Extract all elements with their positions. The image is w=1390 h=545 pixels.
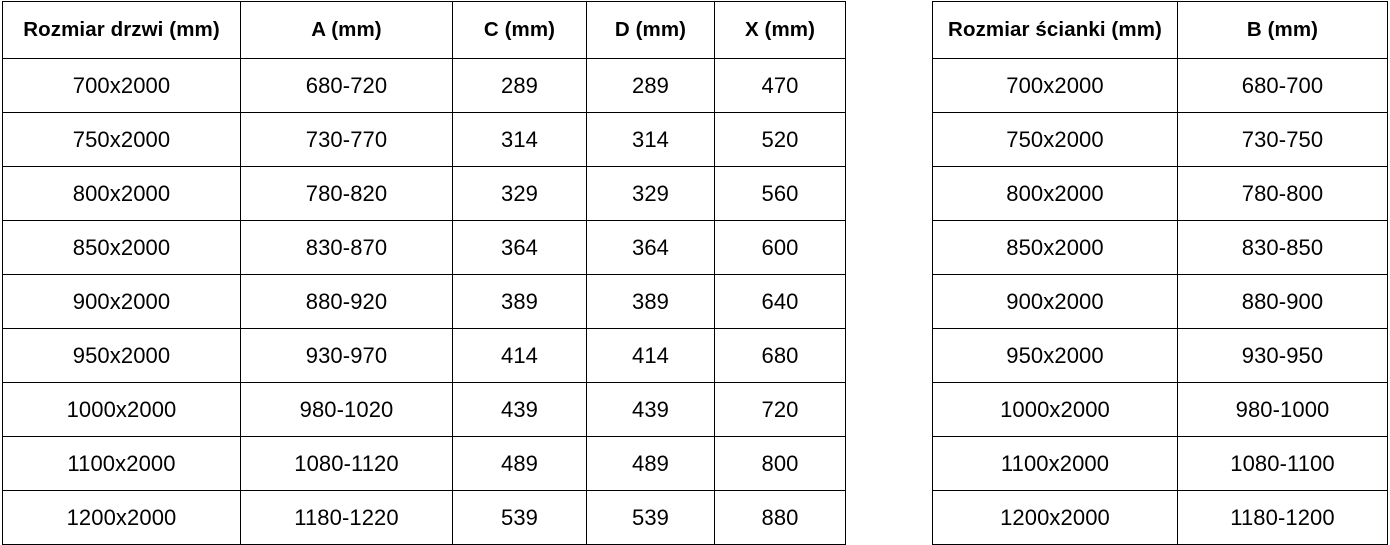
cell-b: 880-900 [1177, 274, 1388, 329]
cell-wall-size: 1100x2000 [932, 436, 1178, 491]
cell-c: 414 [452, 328, 587, 383]
cell-door-size: 1100x2000 [2, 436, 241, 491]
cell-d: 439 [586, 382, 715, 437]
wall-size-table-head: Rozmiar ścianki (mm) B (mm) [932, 1, 1388, 59]
cell-wall-size: 800x2000 [932, 166, 1178, 221]
cell-wall-size: 850x2000 [932, 220, 1178, 275]
cell-x: 600 [714, 220, 846, 275]
table-row: 750x2000 730-750 [932, 112, 1388, 167]
cell-a: 930-970 [240, 328, 453, 383]
cell-a: 1080-1120 [240, 436, 453, 491]
cell-c: 539 [452, 490, 587, 545]
cell-a: 680-720 [240, 58, 453, 113]
cell-wall-size: 950x2000 [932, 328, 1178, 383]
table-row: 700x2000 680-700 [932, 58, 1388, 113]
cell-b: 730-750 [1177, 112, 1388, 167]
table-row: 800x2000 780-820 329 329 560 [2, 166, 846, 221]
column-header-c: C (mm) [452, 1, 587, 59]
table-row: 800x2000 780-800 [932, 166, 1388, 221]
door-size-table: Rozmiar drzwi (mm) A (mm) C (mm) D (mm) … [2, 1, 846, 545]
column-header-door-size: Rozmiar drzwi (mm) [2, 1, 241, 59]
table-header-row: Rozmiar ścianki (mm) B (mm) [932, 1, 1388, 59]
door-size-table-head: Rozmiar drzwi (mm) A (mm) C (mm) D (mm) … [2, 1, 846, 59]
table-row: 1000x2000 980-1000 [932, 382, 1388, 437]
cell-d: 414 [586, 328, 715, 383]
cell-door-size: 850x2000 [2, 220, 241, 275]
cell-x: 640 [714, 274, 846, 329]
table-row: 900x2000 880-920 389 389 640 [2, 274, 846, 329]
table-header-row: Rozmiar drzwi (mm) A (mm) C (mm) D (mm) … [2, 1, 846, 59]
cell-d: 539 [586, 490, 715, 545]
table-row: 1200x2000 1180-1200 [932, 490, 1388, 545]
cell-d: 314 [586, 112, 715, 167]
cell-x: 720 [714, 382, 846, 437]
cell-c: 439 [452, 382, 587, 437]
cell-a: 1180-1220 [240, 490, 453, 545]
table-row: 850x2000 830-850 [932, 220, 1388, 275]
cell-door-size: 700x2000 [2, 58, 241, 113]
table-row: 750x2000 730-770 314 314 520 [2, 112, 846, 167]
cell-b: 930-950 [1177, 328, 1388, 383]
cell-wall-size: 700x2000 [932, 58, 1178, 113]
table-row: 900x2000 880-900 [932, 274, 1388, 329]
table-row: 850x2000 830-870 364 364 600 [2, 220, 846, 275]
cell-x: 680 [714, 328, 846, 383]
table-row: 1000x2000 980-1020 439 439 720 [2, 382, 846, 437]
cell-c: 329 [452, 166, 587, 221]
cell-door-size: 950x2000 [2, 328, 241, 383]
cell-d: 289 [586, 58, 715, 113]
cell-a: 880-920 [240, 274, 453, 329]
cell-x: 800 [714, 436, 846, 491]
table-row: 700x2000 680-720 289 289 470 [2, 58, 846, 113]
cell-x: 560 [714, 166, 846, 221]
table-row: 1100x2000 1080-1100 [932, 436, 1388, 491]
cell-wall-size: 1200x2000 [932, 490, 1178, 545]
cell-c: 364 [452, 220, 587, 275]
cell-wall-size: 1000x2000 [932, 382, 1178, 437]
wall-size-table: Rozmiar ścianki (mm) B (mm) 700x2000 680… [932, 1, 1388, 545]
cell-door-size: 750x2000 [2, 112, 241, 167]
cell-d: 389 [586, 274, 715, 329]
wall-size-table-body: 700x2000 680-700 750x2000 730-750 800x20… [932, 58, 1388, 545]
cell-wall-size: 750x2000 [932, 112, 1178, 167]
cell-c: 289 [452, 58, 587, 113]
cell-door-size: 800x2000 [2, 166, 241, 221]
door-size-table-body: 700x2000 680-720 289 289 470 750x2000 73… [2, 58, 846, 545]
cell-b: 980-1000 [1177, 382, 1388, 437]
cell-b: 680-700 [1177, 58, 1388, 113]
cell-c: 389 [452, 274, 587, 329]
table-row: 1100x2000 1080-1120 489 489 800 [2, 436, 846, 491]
cell-a: 830-870 [240, 220, 453, 275]
cell-c: 489 [452, 436, 587, 491]
cell-c: 314 [452, 112, 587, 167]
table-row: 950x2000 930-950 [932, 328, 1388, 383]
cell-a: 730-770 [240, 112, 453, 167]
table-row: 950x2000 930-970 414 414 680 [2, 328, 846, 383]
cell-d: 489 [586, 436, 715, 491]
cell-a: 780-820 [240, 166, 453, 221]
cell-b: 1180-1200 [1177, 490, 1388, 545]
cell-door-size: 1200x2000 [2, 490, 241, 545]
cell-b: 830-850 [1177, 220, 1388, 275]
cell-door-size: 900x2000 [2, 274, 241, 329]
cell-x: 470 [714, 58, 846, 113]
column-header-a: A (mm) [240, 1, 453, 59]
cell-b: 780-800 [1177, 166, 1388, 221]
table-row: 1200x2000 1180-1220 539 539 880 [2, 490, 846, 545]
cell-x: 520 [714, 112, 846, 167]
column-header-wall-size: Rozmiar ścianki (mm) [932, 1, 1178, 59]
cell-d: 364 [586, 220, 715, 275]
column-header-d: D (mm) [586, 1, 715, 59]
column-header-x: X (mm) [714, 1, 846, 59]
cell-b: 1080-1100 [1177, 436, 1388, 491]
cell-d: 329 [586, 166, 715, 221]
cell-x: 880 [714, 490, 846, 545]
column-header-b: B (mm) [1177, 1, 1388, 59]
cell-a: 980-1020 [240, 382, 453, 437]
cell-door-size: 1000x2000 [2, 382, 241, 437]
cell-wall-size: 900x2000 [932, 274, 1178, 329]
